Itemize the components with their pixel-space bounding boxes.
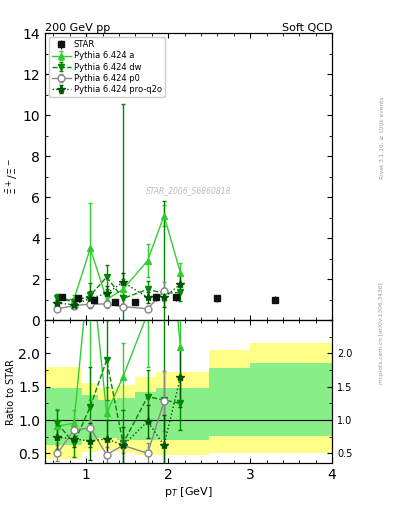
Y-axis label: Ratio to STAR: Ratio to STAR xyxy=(6,359,16,424)
X-axis label: p$_T$ [GeV]: p$_T$ [GeV] xyxy=(164,485,213,499)
Y-axis label: $\bar{\Xi}^+ / \Xi^-$: $\bar{\Xi}^+ / \Xi^-$ xyxy=(5,158,20,195)
Text: Soft QCD: Soft QCD xyxy=(282,23,332,32)
Text: STAR_2006_S6860818: STAR_2006_S6860818 xyxy=(146,186,231,196)
Text: Rivet 3.1.10, ≥ 100k events: Rivet 3.1.10, ≥ 100k events xyxy=(380,97,384,180)
Text: mcplots.cern.ch [arXiv:1306.3436]: mcplots.cern.ch [arXiv:1306.3436] xyxy=(380,282,384,383)
Legend: STAR, Pythia 6.424 a, Pythia 6.424 dw, Pythia 6.424 p0, Pythia 6.424 pro-q2o: STAR, Pythia 6.424 a, Pythia 6.424 dw, P… xyxy=(50,37,165,97)
Text: 200 GeV pp: 200 GeV pp xyxy=(45,23,110,32)
